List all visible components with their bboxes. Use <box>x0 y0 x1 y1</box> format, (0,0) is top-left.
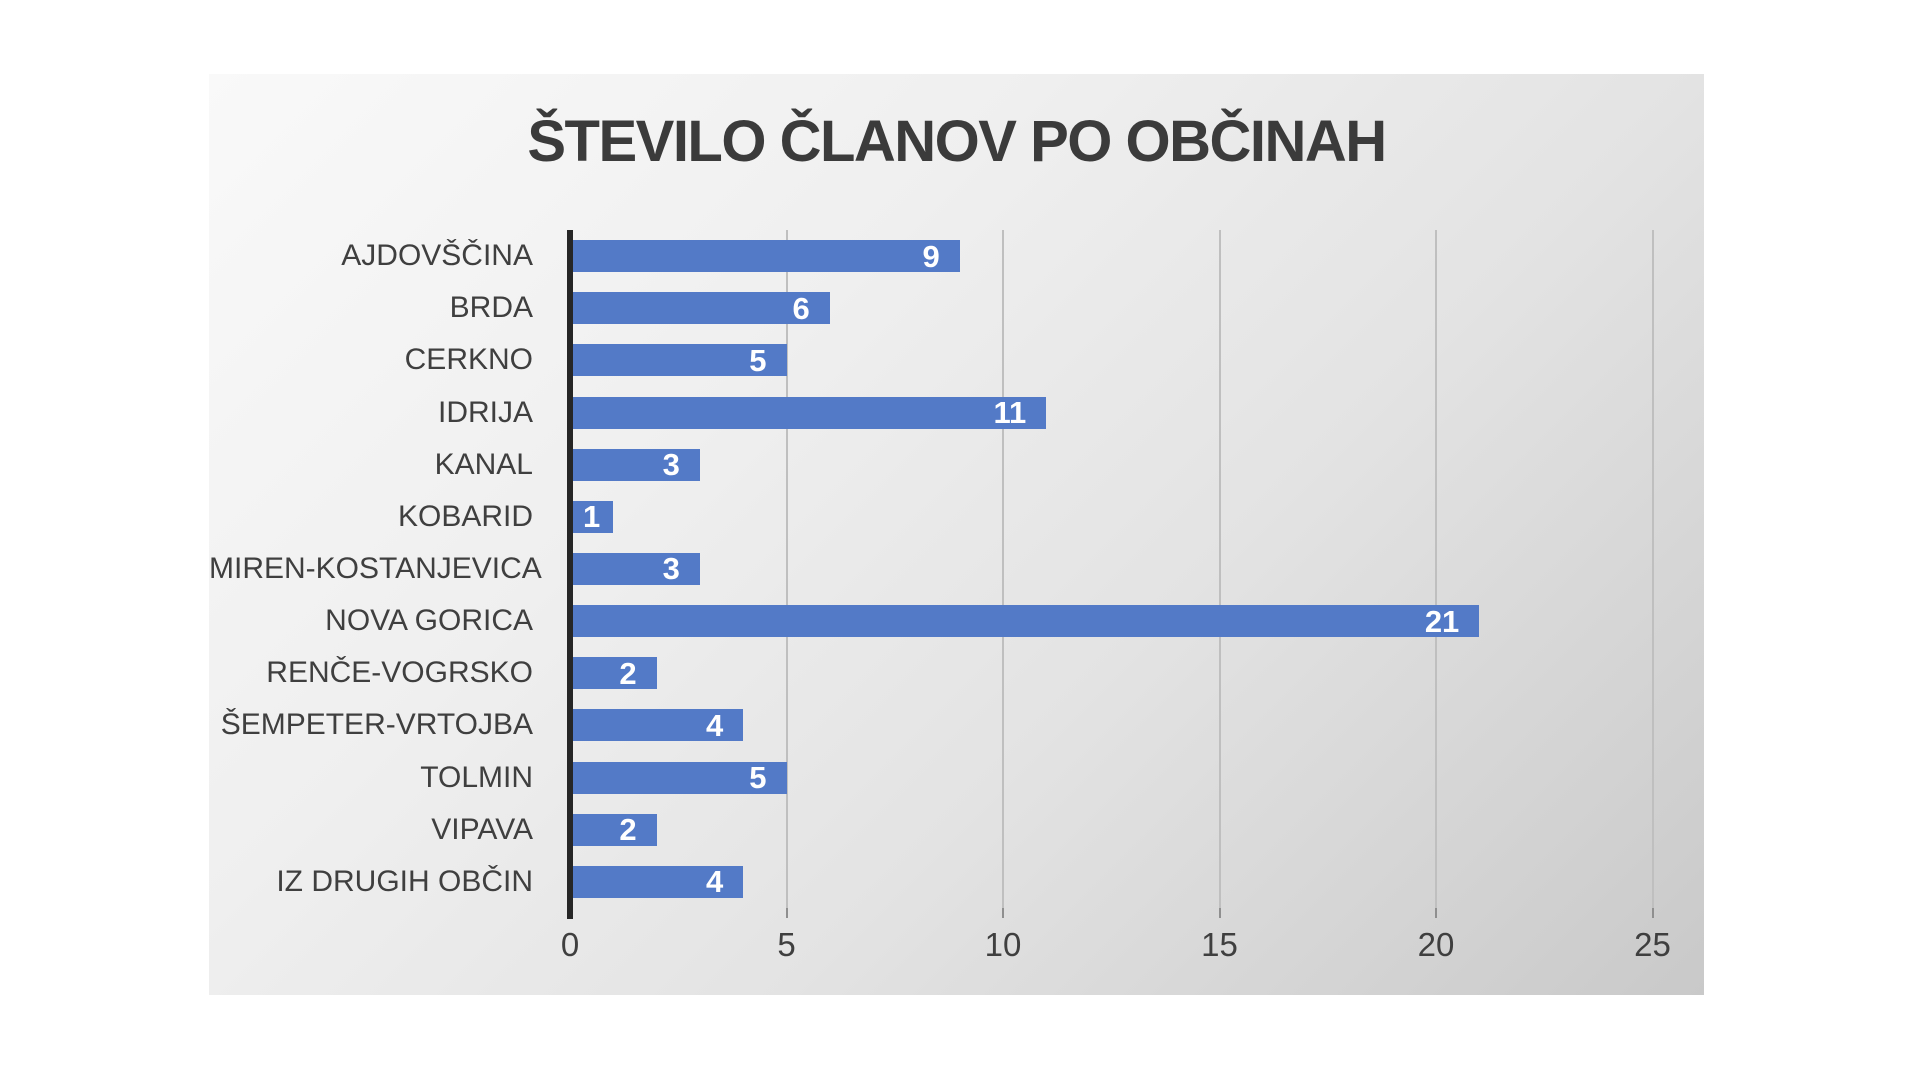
bar: 2 <box>570 812 657 848</box>
chart-panel: ŠTEVILO ČLANOV PO OBČINAH AJDOVŠČINA 9 BRD… <box>209 74 1704 995</box>
bar: 4 <box>570 864 744 900</box>
chart-row: ŠEMPETER-VRTOJBA 4 <box>209 699 1704 751</box>
chart-row: CERKNO 5 <box>209 334 1704 386</box>
bar: 1 <box>570 499 614 535</box>
bar-value-label: 5 <box>749 760 767 796</box>
bar: 6 <box>570 290 830 326</box>
category-label: CERKNO <box>404 343 533 377</box>
bar-value-label: 9 <box>922 238 940 274</box>
category-label: RENČE-VOGRSKO <box>266 656 533 690</box>
bar-value-label: 11 <box>993 395 1027 431</box>
axis-tick-mark <box>1002 908 1004 918</box>
x-tick-label: 15 <box>1201 926 1238 963</box>
bar-value-label: 4 <box>705 864 724 900</box>
category-label: IZ DRUGIH OBČIN <box>276 864 533 898</box>
category-label: IDRIJA <box>437 395 533 429</box>
chart-row: VIPAVA 2 <box>209 804 1704 856</box>
bar-value-label: 1 <box>583 499 601 535</box>
chart-row: IDRIJA 11 <box>209 386 1704 438</box>
chart-row: KOBARID 1 <box>209 491 1704 543</box>
gridline <box>1002 230 1004 908</box>
chart-row: KANAL 3 <box>209 439 1704 491</box>
bar: 11 <box>570 395 1047 431</box>
bar-value-label: 3 <box>662 447 680 483</box>
bar-value-label: 2 <box>619 812 637 848</box>
bar: 2 <box>570 655 657 691</box>
x-tick-label: 5 <box>777 926 796 963</box>
x-tick-label: 10 <box>984 926 1022 963</box>
bar: 3 <box>570 447 700 483</box>
x-tick-label: 20 <box>1417 926 1455 963</box>
bar: 21 <box>570 603 1480 639</box>
category-label: AJDOVŠČINA <box>341 239 533 273</box>
category-label: TOLMIN <box>420 760 533 794</box>
category-label: KANAL <box>434 447 533 481</box>
chart-row: RENČE-VOGRSKO 2 <box>209 647 1704 699</box>
bar-value-label: 21 <box>1424 603 1460 639</box>
bar: 9 <box>570 238 960 274</box>
gridline <box>1218 230 1221 908</box>
bar: 4 <box>570 707 744 743</box>
axis-tick-mark <box>1651 908 1654 918</box>
chart-row: TOLMIN 5 <box>209 752 1704 804</box>
y-axis-line <box>567 230 573 919</box>
bar: 5 <box>570 760 787 796</box>
chart-row: NOVA GORICA 21 <box>209 595 1704 647</box>
gridline <box>1435 230 1437 908</box>
axis-tick-mark <box>1218 908 1221 918</box>
bar-value-label: 6 <box>792 290 810 326</box>
chart-row: AJDOVŠČINA 9 <box>209 230 1704 282</box>
x-tick-label: 0 <box>560 926 580 963</box>
bar-value-label: 5 <box>749 342 767 378</box>
axis-tick-mark <box>1435 908 1437 918</box>
category-label: ŠEMPETER-VRTOJBA <box>220 708 533 742</box>
chart-row: MIREN-KOSTANJEVICA 3 <box>209 543 1704 595</box>
category-label: KOBARID <box>397 499 533 533</box>
plot-area: AJDOVŠČINA 9 BRDA 6 CERKNO 5 IDRIJA 11 KANAL 3 KOB… <box>209 230 1704 919</box>
bar-value-label: 4 <box>705 707 724 743</box>
gridline <box>1651 230 1654 908</box>
category-label: NOVA GORICA <box>325 604 533 638</box>
category-label: MIREN-KOSTANJEVICA <box>209 551 542 585</box>
bar-value-label: 2 <box>619 655 637 691</box>
x-tick-label: 25 <box>1634 926 1671 963</box>
category-label: BRDA <box>449 291 533 325</box>
bar: 5 <box>570 342 787 378</box>
axis-tick-mark <box>785 908 788 918</box>
bar-value-label: 3 <box>662 551 680 587</box>
category-label: VIPAVA <box>431 812 533 846</box>
gridline <box>785 230 788 908</box>
chart-row: BRDA 6 <box>209 282 1704 334</box>
chart-row: IZ DRUGIH OBČIN 4 <box>209 856 1704 908</box>
chart-title: ŠTEVILO ČLANOV PO OBČINAH <box>527 109 1387 174</box>
bar: 3 <box>570 551 700 587</box>
